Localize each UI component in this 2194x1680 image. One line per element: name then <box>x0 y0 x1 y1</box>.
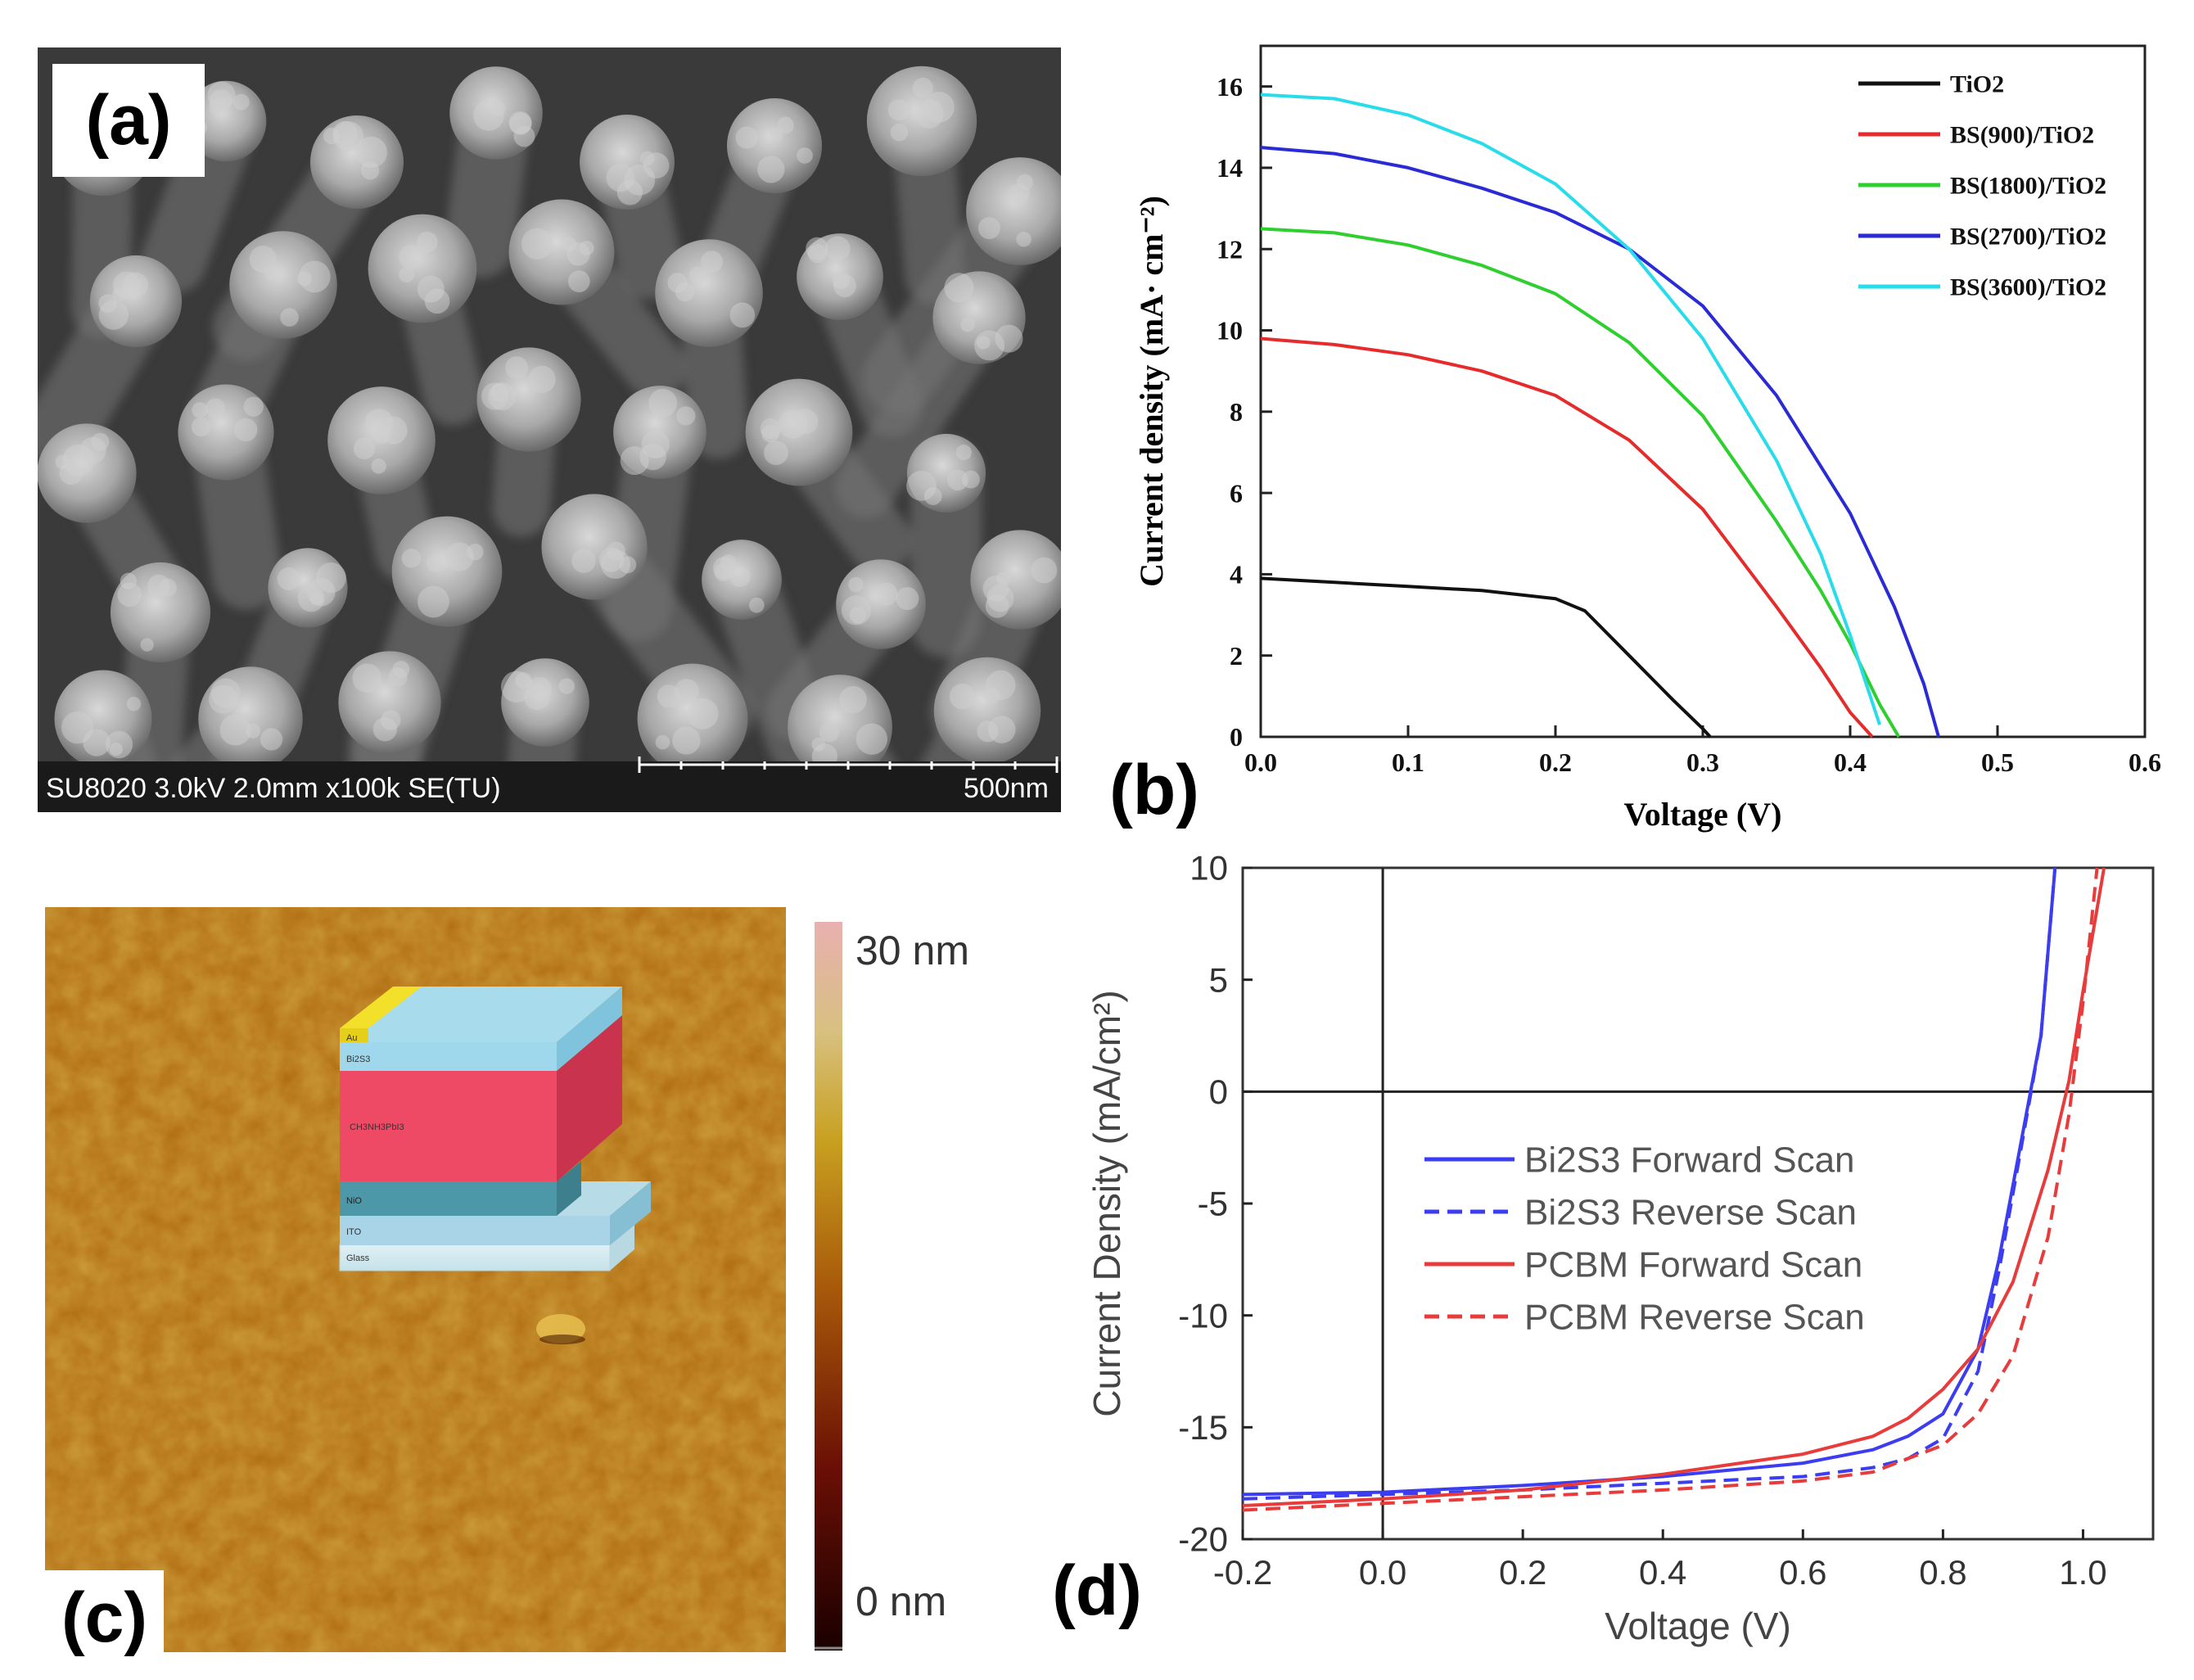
x-tick-label: -0.2 <box>1213 1553 1272 1592</box>
layer-label-ito: ITO <box>346 1227 362 1237</box>
chart-d-ylabel: Current Density (mA/cm²) <box>1086 990 1128 1416</box>
layer-label-glass: Glass <box>346 1253 370 1263</box>
y-tick-label: 10 <box>1190 849 1228 887</box>
legend-label: BS(2700)/TiO2 <box>1950 224 2106 251</box>
series-line-4 <box>1260 93 1881 725</box>
layer-label-perovskite: CH3NH3PbI3 <box>350 1122 404 1132</box>
panel-b-label: (b) <box>1097 745 1212 835</box>
afm-colorbar-min: 0 nm <box>855 1578 946 1624</box>
chart-b-xlabel: Voltage (V) <box>1624 796 1782 833</box>
y-tick-label: 5 <box>1209 960 1228 999</box>
afm-height-map: 30 nm 0 nm Au Bi2S3 CH3NH3PbI3 NiO ITO G… <box>45 907 969 1652</box>
device-stack-inset: Au Bi2S3 CH3NH3PbI3 NiO ITO Glass <box>339 987 651 1271</box>
y-tick-label: 0 <box>1209 1073 1228 1111</box>
legend-label: BS(3600)/TiO2 <box>1950 274 2106 301</box>
x-tick-label: 0.5 <box>1981 747 2014 777</box>
y-tick-label: -20 <box>1178 1520 1228 1559</box>
y-tick-label: 12 <box>1217 234 1243 264</box>
y-tick-label: -5 <box>1198 1185 1228 1223</box>
x-tick-label: 0.2 <box>1499 1553 1546 1592</box>
layer-label-au: Au <box>346 1033 357 1043</box>
panel-a-label: (a) <box>52 64 205 177</box>
x-tick-label: 0.3 <box>1686 747 1719 777</box>
x-tick-label: 1.0 <box>2059 1553 2106 1592</box>
series-line-3 <box>1260 146 1940 738</box>
chart-b: 0.0 0.1 0.2 0.3 0.4 0.5 0.6 0 2 4 6 8 10 12 14 16 TiO2 B… <box>1133 44 2161 833</box>
x-tick-label: 0.0 <box>1359 1553 1406 1592</box>
legend-label: PCBM Forward Scan <box>1524 1244 1862 1285</box>
legend-label: BS(1800)/TiO2 <box>1950 173 2106 200</box>
chart-d-legend: Bi2S3 Forward Scan Bi2S3 Reverse Scan PCBM… <box>1424 1140 1865 1337</box>
layer-label-nio: NiO <box>346 1196 362 1206</box>
series-line-3 <box>1242 867 2099 1512</box>
y-tick-label: 16 <box>1217 72 1243 102</box>
legend-label: Bi2S3 Reverse Scan <box>1524 1192 1857 1232</box>
chart-b-plot-frame <box>1259 44 2147 738</box>
series-line-0 <box>1242 867 2057 1497</box>
series-line-1 <box>1242 867 2057 1501</box>
y-tick-label: -15 <box>1178 1408 1228 1447</box>
y-tick-label: 6 <box>1230 478 1243 508</box>
afm-image-panel: 30 nm 0 nm Au Bi2S3 CH3NH3PbI3 NiO ITO G… <box>45 907 1003 1664</box>
sem-scale-bar <box>638 756 1059 773</box>
y-tick-label: 2 <box>1230 641 1243 671</box>
sem-info-text: SU8020 3.0kV 2.0mm x100k SE(TU) <box>46 773 501 804</box>
afm-colorbar <box>815 922 842 1651</box>
y-tick-label: 8 <box>1230 397 1243 427</box>
chart-d-xlabel: Voltage (V) <box>1605 1605 1791 1647</box>
legend-label: BS(900)/TiO2 <box>1950 122 2094 149</box>
y-tick-label: 14 <box>1217 153 1243 183</box>
series-line-0 <box>1260 576 1712 738</box>
layer-label-bi2s3: Bi2S3 <box>346 1055 370 1064</box>
series-line-2 <box>1242 867 2106 1507</box>
sem-info-bar <box>38 761 1061 812</box>
y-tick-label: 0 <box>1230 722 1243 752</box>
y-tick-label: 4 <box>1230 560 1243 589</box>
legend-label: Bi2S3 Forward Scan <box>1524 1140 1855 1180</box>
chart-b-legend: TiO2 BS(900)/TiO2 BS(1800)/TiO2 BS(2700)/Ti… <box>1858 71 2106 301</box>
x-tick-label: 0.6 <box>1779 1553 1826 1592</box>
y-tick-label: -10 <box>1178 1296 1228 1335</box>
chart-d: -0.2 0.0 0.2 0.4 0.6 0.8 1.0 -20 -15 -10 -5 0 5 10 Bi… <box>1086 849 2155 1647</box>
series-line-2 <box>1260 227 1901 738</box>
x-tick-label: 0.4 <box>1639 1553 1686 1592</box>
chart-b-ylabel: Current density (mA· cm⁻²) <box>1133 196 1170 587</box>
x-tick-label: 0.0 <box>1244 747 1277 777</box>
x-tick-label: 0.6 <box>2129 747 2161 777</box>
panel-d-label: (d) <box>1040 1547 1154 1633</box>
x-tick-label: 0.4 <box>1834 747 1867 777</box>
x-tick-label: 0.1 <box>1392 747 1424 777</box>
y-tick-label: 10 <box>1217 316 1243 345</box>
legend-label: TiO2 <box>1950 71 2004 98</box>
x-tick-label: 0.8 <box>1919 1553 1966 1592</box>
series-line-1 <box>1260 336 1874 738</box>
panel-c-label: (c) <box>45 1570 164 1664</box>
afm-colorbar-max: 30 nm <box>855 928 969 973</box>
x-tick-label: 0.2 <box>1539 747 1572 777</box>
legend-label: PCBM Reverse Scan <box>1524 1297 1865 1337</box>
sem-scale-text: 500nm <box>964 773 1049 804</box>
